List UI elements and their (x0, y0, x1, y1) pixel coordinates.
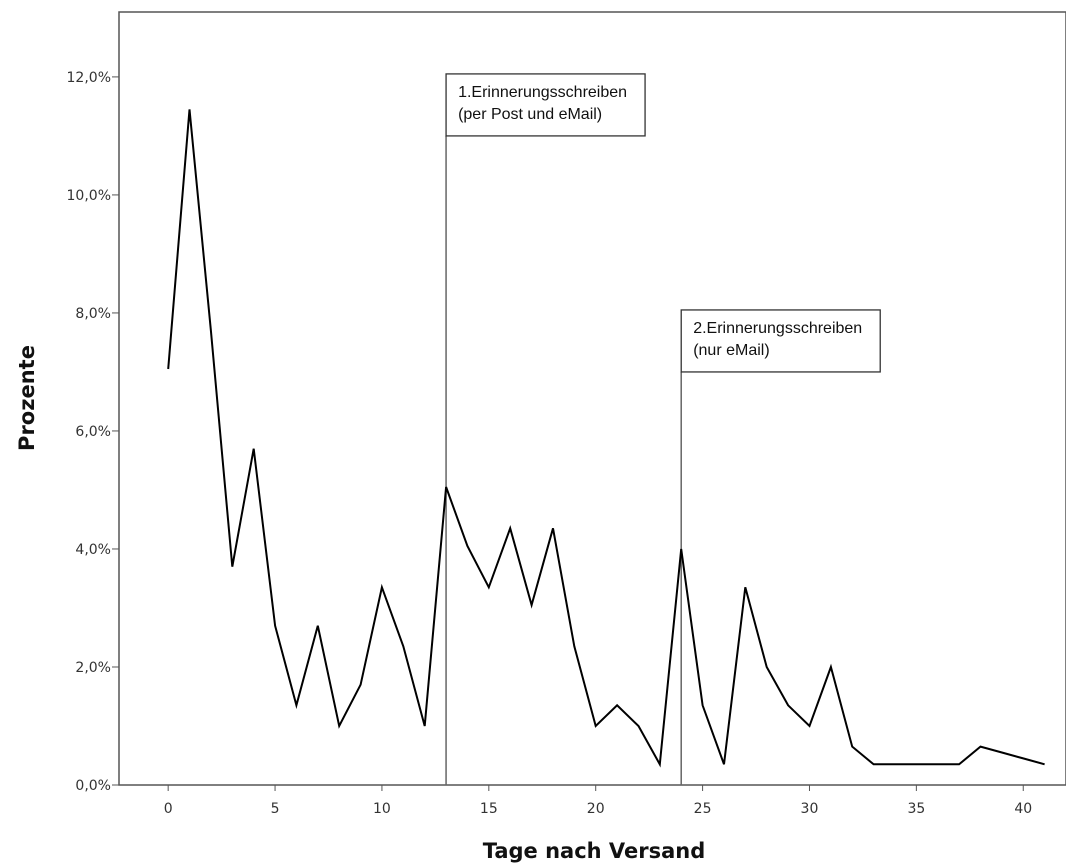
x-tick-label: 35 (907, 801, 925, 817)
annotation-box: 1.Erinnerungsschreiben (per Post und eMai… (445, 73, 646, 137)
y-axis: 0,0% 2,0% 4,0% 6,0% 8,0% 10,0% 12,0% (67, 70, 119, 794)
x-tick-label: 25 (694, 801, 712, 817)
x-tick-label: 20 (587, 801, 605, 817)
y-axis-title: Prozente (15, 345, 39, 451)
y-tick-label: 12,0% (67, 70, 111, 86)
annotation-text: 2.Erinnerungsschreiben (693, 320, 862, 337)
annotation-box: 2.Erinnerungsschreiben (nur eMail) (680, 309, 881, 373)
x-tick-label: 40 (1014, 801, 1032, 817)
x-tick-label: 10 (373, 801, 391, 817)
annotation-text: 1.Erinnerungsschreiben (458, 84, 627, 101)
annotation-frame (680, 309, 881, 373)
annotation-text: (per Post und eMail) (458, 106, 602, 123)
x-tick-label: 30 (801, 801, 819, 817)
y-tick-label: 6,0% (75, 424, 111, 440)
y-tick-label: 4,0% (75, 542, 111, 558)
plot-frame (118, 11, 1066, 786)
x-axis-title: Tage nach Versand (483, 839, 706, 863)
series-line (167, 109, 1045, 768)
y-tick-label: 0,0% (75, 778, 111, 794)
x-tick-label: 0 (164, 801, 173, 817)
annotations: 1.Erinnerungsschreiben (per Post und eMai… (445, 73, 881, 785)
y-tick-label: 10,0% (67, 188, 111, 204)
y-tick-label: 8,0% (75, 306, 111, 322)
annotation-text: (nur eMail) (693, 342, 769, 359)
annotation-frame (445, 73, 646, 137)
x-axis: 0 5 10 15 20 25 30 35 40 (164, 785, 1032, 817)
x-tick-label: 5 (271, 801, 280, 817)
x-tick-label: 15 (480, 801, 498, 817)
y-tick-label: 2,0% (75, 660, 111, 676)
